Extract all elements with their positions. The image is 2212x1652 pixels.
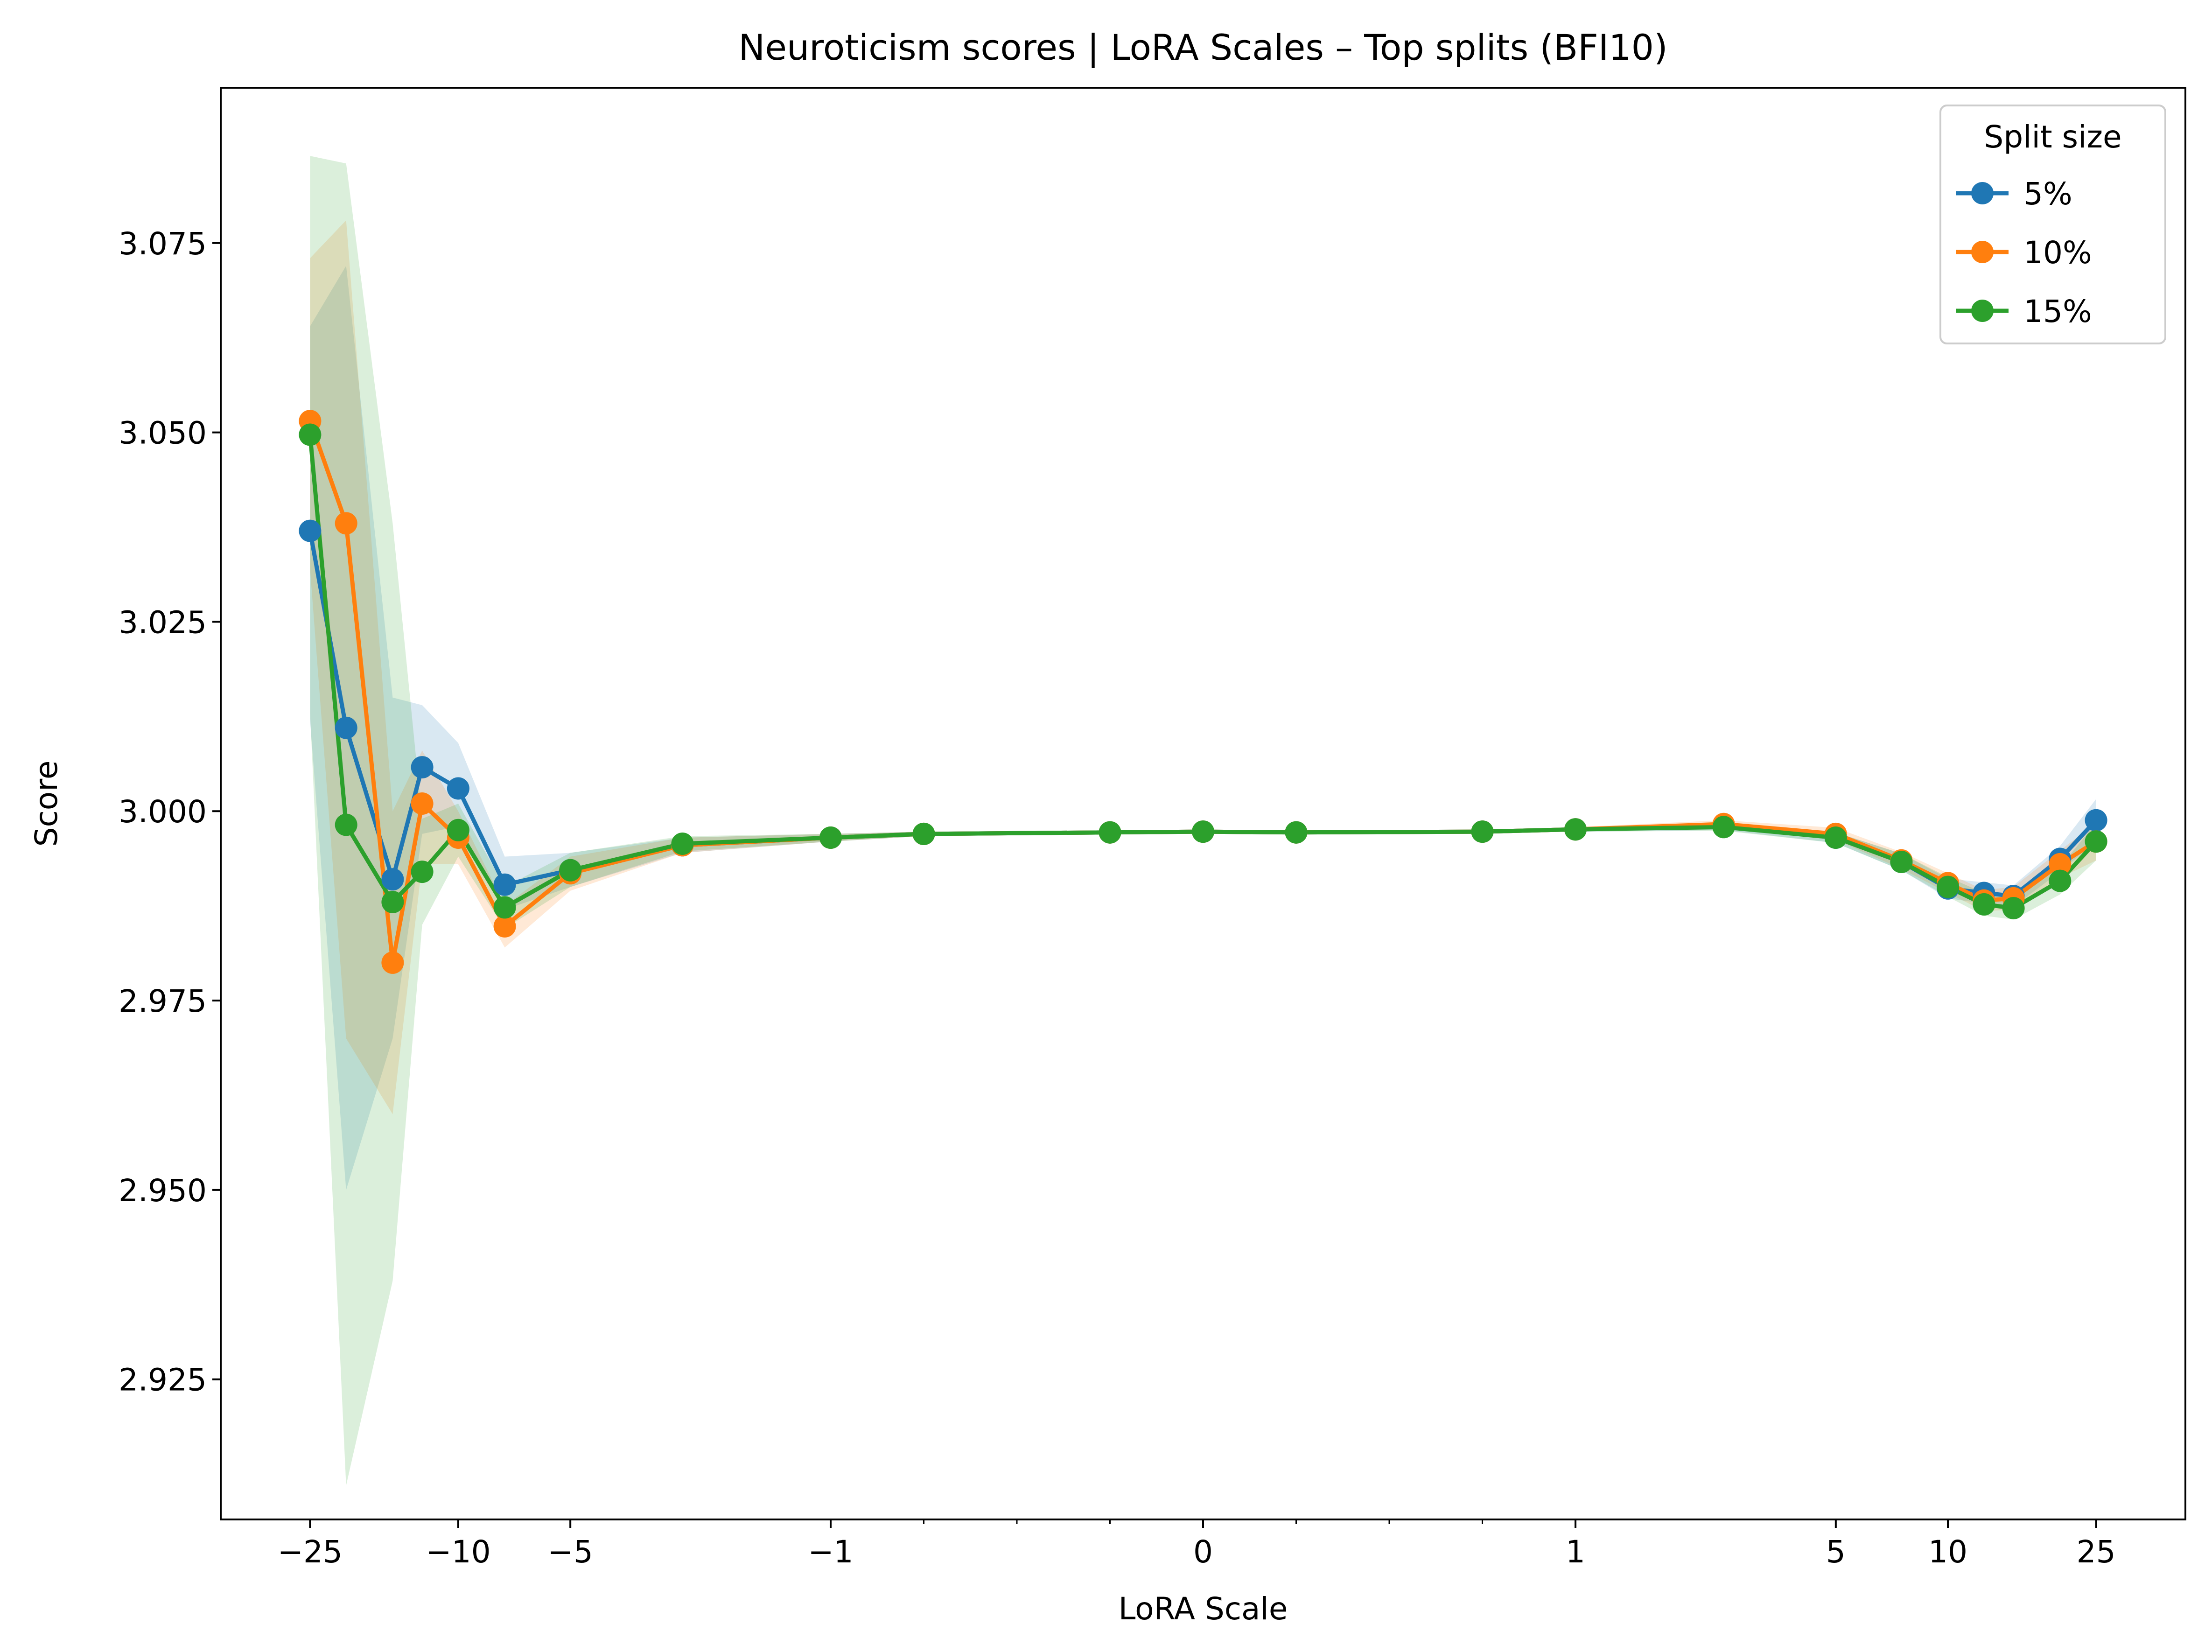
y-axis-ticks: 2.925 2.950 2.975 3.000 3.025 3.050 3.075 — [119, 226, 221, 1398]
series-points — [299, 410, 2107, 974]
point-5pct — [493, 873, 516, 896]
point-5pct — [335, 716, 357, 739]
point-15pct — [2002, 897, 2025, 919]
x-tick-label: −10 — [426, 1534, 490, 1570]
point-10pct — [411, 792, 434, 815]
point-15pct — [1564, 818, 1587, 841]
point-15pct — [1937, 875, 1960, 898]
legend-frame — [1939, 105, 2166, 344]
legend-swatch-marker — [1971, 300, 1994, 322]
y-tick-label: 3.025 — [119, 604, 207, 640]
point-5pct — [299, 519, 322, 542]
point-15pct — [1285, 821, 1308, 844]
y-tick-label: 3.000 — [119, 794, 207, 830]
point-15pct — [671, 833, 694, 855]
legend-label: 10% — [2023, 235, 2092, 271]
point-15pct — [2085, 830, 2107, 853]
point-15pct — [493, 896, 516, 919]
legend-title: Split size — [1984, 119, 2121, 155]
y-tick-label: 2.975 — [119, 983, 207, 1019]
chart-title: Neuroticism scores | LoRA Scales – Top s… — [738, 27, 1667, 69]
point-10pct — [493, 915, 516, 938]
point-15pct — [559, 859, 582, 882]
legend-label: 5% — [2023, 176, 2072, 212]
legend-swatch-marker — [1971, 182, 1994, 204]
x-tick-label: 25 — [2077, 1534, 2116, 1570]
legend-entry-10pct: 10% — [1956, 235, 2092, 271]
legend: Split size 5% 10% 15% — [1939, 105, 2166, 344]
y-tick-label: 3.050 — [119, 415, 207, 451]
x-tick-label: −1 — [808, 1534, 853, 1570]
legend-swatch-marker — [1971, 241, 1994, 263]
point-15pct — [299, 423, 322, 446]
x-tick-label: 10 — [1928, 1534, 1967, 1570]
y-tick-label: 3.075 — [119, 226, 207, 262]
point-15pct — [912, 822, 935, 845]
x-tick-label: 1 — [1566, 1534, 1585, 1570]
point-15pct — [447, 819, 469, 841]
point-10pct — [335, 512, 357, 535]
legend-entry-5pct: 5% — [1956, 176, 2072, 212]
point-15pct — [1973, 893, 1995, 916]
point-15pct — [381, 891, 404, 913]
y-axis-label: Score — [28, 761, 64, 847]
point-15pct — [2049, 869, 2072, 892]
point-15pct — [1890, 851, 1913, 873]
legend-entry-15pct: 15% — [1956, 294, 2092, 329]
legend-label: 15% — [2023, 294, 2092, 329]
x-axis-ticks: −25 −10 −5 −1 0 1 5 10 25 — [278, 1519, 2116, 1570]
point-15pct — [1471, 820, 1494, 843]
x-tick-label: 5 — [1826, 1534, 1846, 1570]
point-15pct — [1192, 820, 1214, 843]
x-tick-label: 0 — [1193, 1534, 1213, 1570]
plot-area — [220, 87, 2186, 1520]
point-5pct — [381, 868, 404, 891]
point-10pct — [381, 951, 404, 974]
point-10pct — [2049, 853, 2072, 875]
x-axis-label: LoRA Scale — [1119, 1591, 1288, 1627]
point-15pct — [1712, 816, 1735, 839]
legend-entries: 5% 10% 15% — [1956, 176, 2092, 329]
point-15pct — [1824, 826, 1847, 849]
point-15pct — [411, 861, 434, 883]
point-5pct — [411, 756, 434, 779]
x-tick-label: −25 — [278, 1534, 343, 1570]
x-tick-label: −5 — [548, 1534, 593, 1570]
point-15pct — [335, 813, 357, 836]
point-15pct — [1099, 821, 1121, 844]
point-15pct — [819, 826, 842, 849]
y-tick-label: 2.925 — [119, 1362, 207, 1398]
point-5pct — [447, 777, 469, 800]
axes-background — [221, 88, 2185, 1519]
point-5pct — [2085, 809, 2107, 832]
y-tick-label: 2.950 — [119, 1173, 207, 1209]
